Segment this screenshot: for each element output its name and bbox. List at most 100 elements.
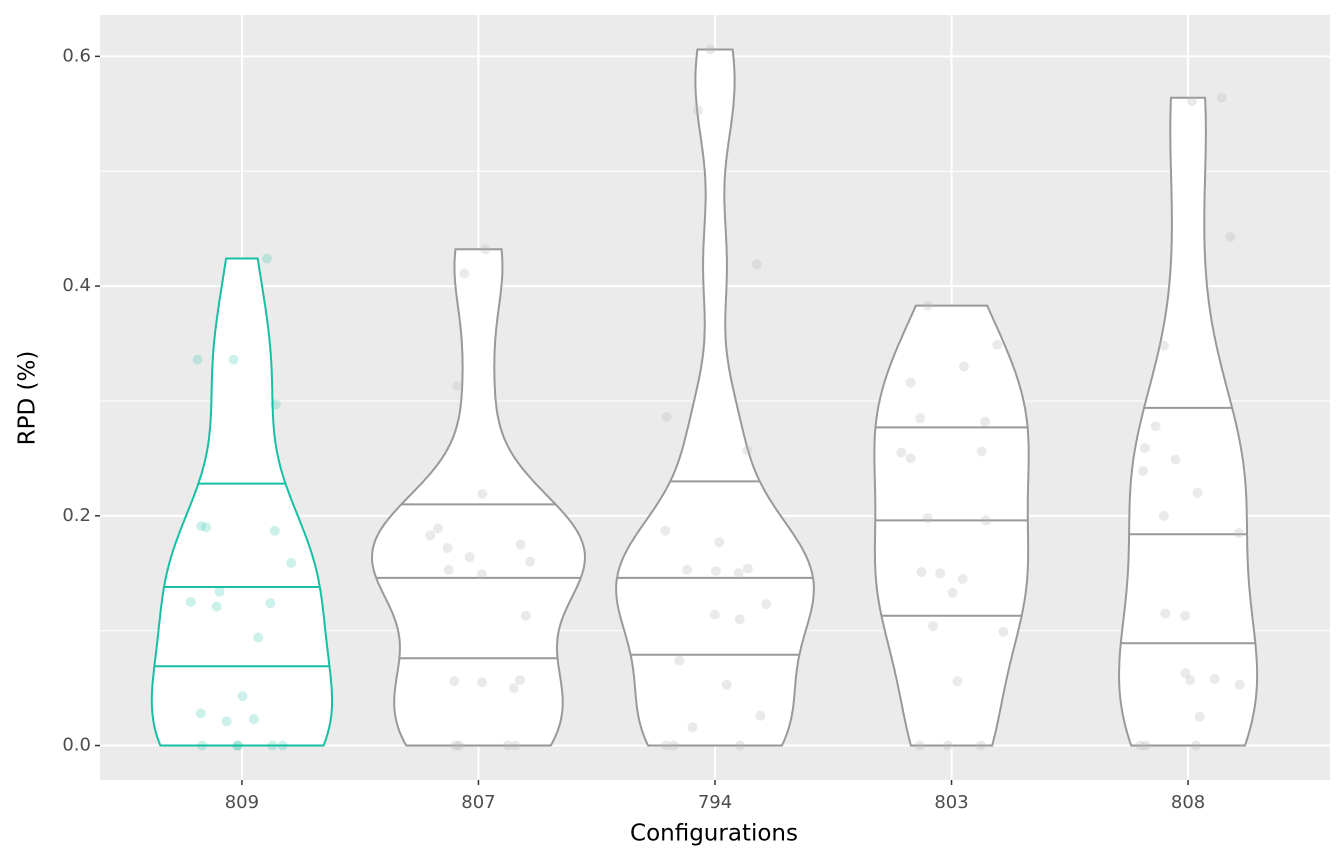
x-tick-label: 808 bbox=[1171, 792, 1205, 813]
point bbox=[1180, 610, 1191, 621]
point bbox=[185, 596, 196, 607]
point bbox=[755, 710, 766, 721]
point bbox=[476, 569, 487, 580]
point bbox=[196, 521, 207, 532]
point bbox=[265, 598, 276, 609]
point bbox=[980, 416, 991, 427]
point bbox=[253, 632, 264, 643]
y-tick-label: 0.6 bbox=[62, 45, 91, 66]
point bbox=[915, 413, 926, 424]
point bbox=[442, 542, 453, 553]
violin bbox=[615, 48, 815, 747]
point bbox=[661, 740, 672, 751]
point bbox=[922, 300, 933, 311]
point bbox=[464, 552, 475, 563]
point bbox=[233, 740, 244, 751]
point bbox=[211, 601, 222, 612]
marks bbox=[150, 44, 1259, 751]
point bbox=[1180, 668, 1191, 679]
point bbox=[976, 446, 987, 457]
point bbox=[975, 740, 986, 751]
point bbox=[237, 691, 248, 702]
point bbox=[751, 259, 762, 270]
point bbox=[1191, 740, 1202, 751]
point bbox=[269, 525, 280, 536]
point bbox=[928, 621, 939, 632]
x-tick-label: 809 bbox=[225, 792, 259, 813]
point bbox=[449, 676, 460, 687]
point bbox=[197, 740, 208, 751]
point bbox=[477, 488, 488, 499]
point bbox=[692, 105, 703, 116]
point bbox=[661, 412, 672, 423]
x-axis-title: Configurations bbox=[630, 821, 798, 847]
point bbox=[195, 708, 206, 719]
point bbox=[947, 587, 958, 598]
x-tick-label: 807 bbox=[461, 792, 495, 813]
y-tick-label: 0.2 bbox=[62, 505, 91, 526]
point bbox=[502, 740, 513, 751]
point bbox=[742, 563, 753, 574]
point bbox=[958, 361, 969, 372]
point bbox=[1234, 679, 1245, 690]
point bbox=[942, 740, 953, 751]
point bbox=[916, 567, 927, 578]
point bbox=[1158, 510, 1169, 521]
point bbox=[935, 568, 946, 579]
point bbox=[714, 537, 725, 548]
point bbox=[508, 683, 519, 694]
point bbox=[905, 377, 916, 388]
point bbox=[1170, 454, 1181, 465]
point bbox=[452, 381, 463, 392]
point bbox=[1216, 92, 1227, 103]
point bbox=[232, 740, 243, 751]
point bbox=[914, 740, 925, 751]
point bbox=[1150, 421, 1161, 432]
point bbox=[525, 556, 536, 567]
point bbox=[735, 740, 746, 751]
violin bbox=[873, 304, 1030, 747]
point bbox=[1187, 96, 1198, 107]
point bbox=[433, 523, 444, 534]
point bbox=[214, 586, 225, 597]
y-axis-title: RPD (%) bbox=[15, 351, 41, 446]
x-tick-label: 794 bbox=[698, 792, 732, 813]
point bbox=[721, 679, 732, 690]
point bbox=[459, 268, 470, 279]
point bbox=[221, 716, 232, 727]
point bbox=[454, 740, 465, 751]
point bbox=[660, 525, 671, 536]
point bbox=[1185, 675, 1196, 686]
violin bbox=[150, 257, 333, 747]
point bbox=[1138, 466, 1149, 477]
point bbox=[761, 599, 772, 610]
point bbox=[450, 740, 461, 751]
violin bbox=[1117, 96, 1259, 747]
point bbox=[1158, 340, 1169, 351]
point bbox=[270, 399, 281, 410]
point bbox=[510, 740, 521, 751]
point bbox=[425, 530, 436, 541]
point bbox=[1140, 740, 1151, 751]
point bbox=[480, 244, 491, 255]
point bbox=[952, 676, 963, 687]
point bbox=[998, 626, 1009, 637]
point bbox=[682, 564, 693, 575]
point bbox=[905, 453, 916, 464]
point bbox=[709, 609, 720, 620]
violin bbox=[370, 248, 586, 747]
point bbox=[201, 522, 212, 533]
point bbox=[443, 564, 454, 575]
point bbox=[710, 565, 721, 576]
point bbox=[277, 740, 288, 751]
x-tick-label: 803 bbox=[934, 792, 968, 813]
point bbox=[896, 447, 907, 458]
point bbox=[248, 714, 259, 725]
point bbox=[228, 354, 239, 365]
point bbox=[1233, 528, 1244, 539]
point bbox=[1160, 608, 1171, 619]
point bbox=[668, 740, 679, 751]
point bbox=[687, 722, 698, 733]
point bbox=[742, 445, 753, 456]
